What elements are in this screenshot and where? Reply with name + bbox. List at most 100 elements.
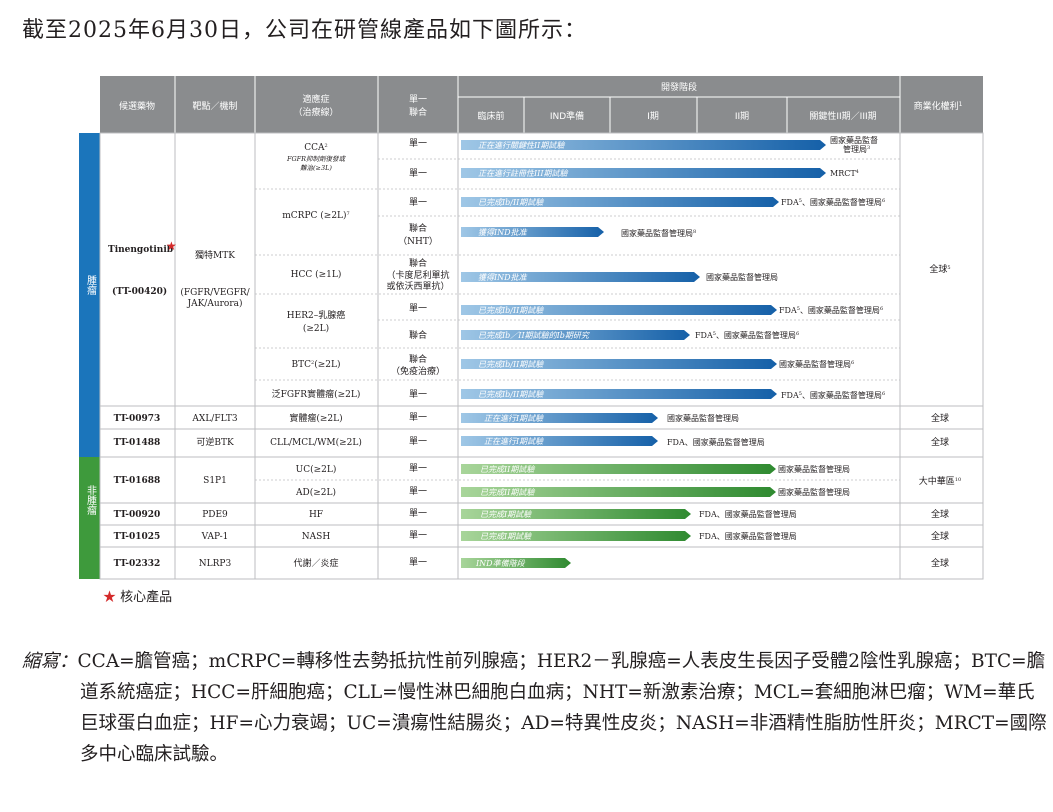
- row-dividers: [255, 158, 900, 481]
- indication-tt-00973: 實體瘤(≥2L): [289, 412, 342, 424]
- mono-ad: 單一: [409, 486, 427, 497]
- indication-hf: HF: [309, 510, 323, 520]
- page-heading: 截至2025年6月30日，公司在研管線產品如下圖所示：: [22, 18, 587, 43]
- header-combo: 聯合: [409, 106, 427, 118]
- header-candidate: 候選藥物: [119, 100, 155, 112]
- bar-0: [461, 140, 826, 150]
- mono-tt-01488: 單一: [409, 436, 427, 447]
- rights-tt-00920: 全球: [931, 508, 949, 520]
- indication-her2: HER2–乳腺癌: [287, 309, 345, 321]
- bar-tt-01488-label: 正在進行I期試驗: [484, 437, 544, 446]
- mono-combo-7: 聯合: [409, 353, 427, 365]
- mono-combo-0: 單一: [409, 138, 427, 149]
- abbreviations-label: 縮寫：: [22, 651, 78, 672]
- bar-3-label: 獲得IND批准: [478, 228, 528, 237]
- header-stage-group: 開發階段: [661, 81, 697, 93]
- target-tt-01488: 可逆BTK: [196, 436, 234, 448]
- mono-combo-4: 聯合: [409, 257, 427, 269]
- abbreviations-body: CCA=膽管癌；mCRPC=轉移性去勢抵抗性前列腺癌；HER2－乳腺癌=人表皮生…: [77, 651, 1047, 765]
- target-tt-01025: VAP-1: [201, 532, 229, 542]
- bar-5-label: 已完成Ib/II期試驗: [478, 306, 544, 315]
- regulator-1: MRCT4: [830, 169, 859, 178]
- legend-star-icon: ★: [103, 590, 117, 605]
- regulator-ad: 國家藥品監督管理局: [778, 487, 850, 497]
- bar-ad: [461, 487, 776, 497]
- indication-mcrpc: mCRPC (≥2L)7: [282, 210, 349, 221]
- tinengotinib-name: Tinengotinib: [108, 245, 173, 255]
- rights-tt-02332: 全球: [931, 557, 949, 569]
- target-tt-00973: AXL/FLT3: [191, 414, 237, 424]
- candidate-tt-01688: TT-01688: [114, 476, 161, 486]
- header-phase1: I期: [647, 111, 659, 122]
- regulator-2: FDA5、國家藥品監督管理局6: [781, 197, 885, 207]
- tinengotinib-code: (TT-00420): [112, 286, 167, 297]
- oncology-strip: [79, 133, 100, 457]
- bar-7: [461, 359, 777, 369]
- rights-tt-01025: 全球: [931, 530, 949, 542]
- tinengotinib-target-line2: (FGFR/VEGFR/: [180, 287, 250, 298]
- mono-tt-01025: 單一: [409, 530, 427, 541]
- indication-cca: CCA2: [304, 143, 327, 153]
- bar-tt-02332: [461, 558, 571, 568]
- bar-tt-01488: [461, 436, 658, 446]
- tinengotinib-bars: 正在進行關鍵性II期試驗 正在進行註冊性III期試驗 已完成Ib/II期試驗 獲…: [461, 140, 826, 399]
- regulator-tt-01488: FDA、國家藥品監督管理局: [667, 437, 765, 447]
- bar-2-label: 已完成Ib/II期試驗: [478, 198, 544, 207]
- legend: ★ 核心產品: [103, 586, 172, 605]
- mono-combo-6: 聯合: [409, 329, 427, 341]
- bar-7-label: 已完成Ib/II期試驗: [478, 360, 544, 369]
- bar-2: [461, 197, 779, 207]
- non-oncology-strip: [79, 457, 100, 579]
- rights-tt-01488: 全球: [931, 436, 949, 448]
- core-product-star-icon: ★: [166, 239, 177, 253]
- mono-combo-7-note: （免疫治療）: [391, 365, 445, 377]
- header-phase2: II期: [735, 111, 749, 122]
- bar-uc-label: 已完成II期試驗: [480, 465, 535, 474]
- bar-8: [461, 389, 777, 399]
- indication-cca-note2: 難治(≥3L): [300, 164, 332, 172]
- mono-combo-3: 聯合: [409, 222, 427, 234]
- regulator-5: FDA5、國家藥品監督管理局6: [779, 305, 883, 315]
- bar-6-label: 已完成Ib／II期試驗的Ib期研究: [478, 331, 590, 340]
- bar-5: [461, 305, 777, 315]
- mono-uc: 單一: [409, 463, 427, 474]
- tinengotinib-target-line3: JAK/Aurora): [186, 298, 242, 309]
- regulator-6: FDA5、國家藥品監督管理局6: [695, 330, 799, 340]
- bar-4: [461, 272, 700, 282]
- indication-ad: AD(≥2L): [295, 487, 336, 498]
- indication-hcc: HCC (≥1L): [291, 269, 342, 280]
- non-oncology-label: 非腫瘤: [85, 485, 97, 516]
- header-mono: 單一: [409, 94, 427, 105]
- indication-tt-01488: CLL/MCL/WM(≥2L): [270, 437, 362, 448]
- regulator-4: 國家藥品監督管理局: [706, 272, 778, 282]
- indication-metabolic: 代謝／炎症: [293, 557, 338, 569]
- bar-tt-00973-label: 正在進行I期試驗: [484, 414, 544, 423]
- legend-text: 核心產品: [120, 590, 173, 605]
- bar-4-label: 獲得IND批准: [478, 273, 528, 282]
- bar-3: [461, 227, 604, 237]
- bar-tt-02332-label: IND準備階段: [475, 559, 526, 568]
- indication-pan-fgfr: 泛FGFR實體瘤(≥2L): [272, 388, 361, 400]
- regulator-7: 國家藥品監督管理局6: [779, 359, 854, 369]
- bar-0-label: 正在進行關鍵性II期試驗: [478, 141, 565, 150]
- bar-6: [461, 330, 690, 340]
- bar-tt-00920: [461, 509, 691, 519]
- bar-1: [461, 168, 826, 178]
- indication-btc: BTC2(≥2L): [292, 359, 341, 370]
- tinengotinib-rights: 全球5: [929, 263, 950, 275]
- header-indication: 適應症: [302, 93, 329, 105]
- indication-uc: UC(≥2L): [296, 464, 337, 475]
- regulator-3: 國家藥品監督管理局8: [621, 228, 696, 238]
- regulator-0: 國家藥品監督: [830, 135, 878, 145]
- regulator-0-line: 管理局3: [843, 144, 870, 154]
- regulator-uc: 國家藥品監督管理局: [778, 464, 850, 474]
- mono-combo-3-note: （NHT）: [398, 236, 438, 247]
- target-tt-00920: PDE9: [202, 510, 228, 520]
- header-pivotal: 關鍵性II期／III期: [809, 110, 876, 122]
- bar-1-label: 正在進行註冊性III期試驗: [478, 169, 568, 178]
- mono-combo-2: 單一: [409, 197, 427, 208]
- indication-nash: NASH: [302, 532, 331, 542]
- bar-uc: [461, 464, 776, 474]
- candidate-tt-01025: TT-01025: [114, 532, 161, 542]
